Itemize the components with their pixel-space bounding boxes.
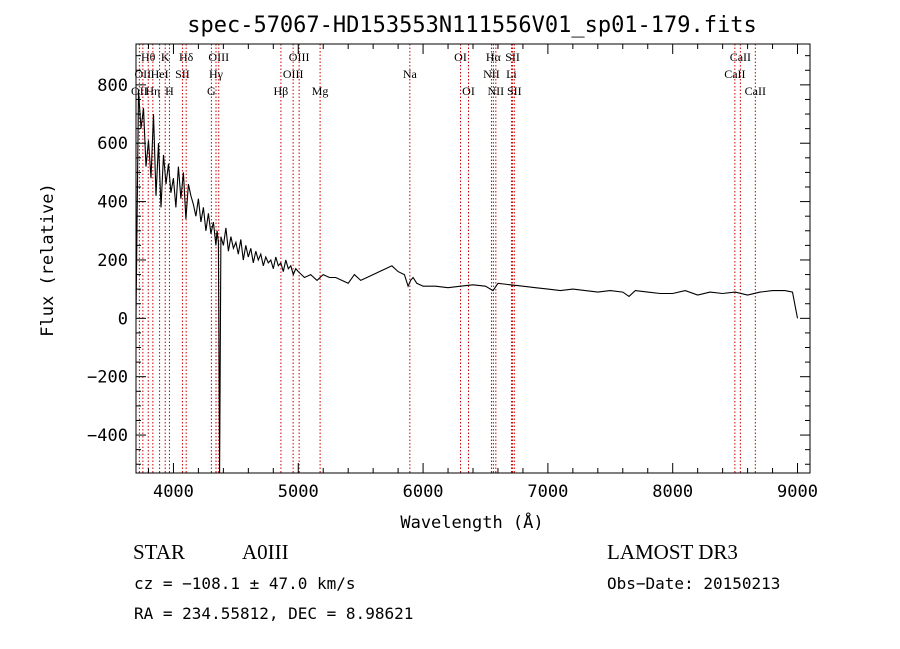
line-label-19: NII (483, 67, 500, 81)
spectral-line-markers (138, 44, 756, 473)
y-tick-label-0: 0 (118, 309, 128, 329)
plot-frame (135, 43, 811, 474)
line-label-3: Hη (145, 84, 160, 98)
line-label-13: OIII (283, 67, 304, 81)
redshift-velocity: cz = −108.1 ± 47.0 km/s (134, 574, 356, 593)
object-subclass: A0III (242, 540, 289, 564)
line-label-1: Hθ (141, 50, 156, 64)
object-class: STAR (133, 540, 185, 564)
line-label-6: H (165, 84, 174, 98)
line-label-15: Mg (312, 84, 329, 98)
spectral-line-labels: OIIHθOIIHηHeIKHSIIHδGHγOIIIHβOIIIOIIIMgN… (131, 50, 766, 98)
line-label-10: Hγ (209, 67, 224, 81)
x-tick-label-9000: 9000 (777, 482, 818, 502)
observation-date: Obs−Date: 20150213 (607, 574, 780, 593)
line-label-21: NII (488, 84, 505, 98)
line-label-24: SII (507, 84, 522, 98)
y-tick-label-600: 600 (97, 134, 128, 154)
line-label-14: OIII (289, 50, 310, 64)
x-tick-label-5000: 5000 (278, 482, 319, 502)
plot-axes (135, 43, 811, 474)
line-label-4: HeI (151, 67, 169, 81)
line-label-20: Hα (486, 50, 502, 64)
x-axis-ticks: 4000 5000 6000 7000 8000 9000 (147, 44, 818, 502)
chart-title: spec-57067-HD153553N111556V01_sp01-179.f… (187, 13, 757, 38)
x-axis-label: Wavelength (Å) (400, 511, 543, 533)
line-label-23: SII (505, 50, 520, 64)
line-label-5: K (161, 50, 170, 64)
line-label-11: OIII (208, 50, 229, 64)
line-label-18: OI (462, 84, 475, 98)
y-tick-label--400: −400 (87, 426, 128, 446)
line-label-22: Li (506, 67, 517, 81)
survey-name: LAMOST DR3 (607, 540, 738, 564)
x-tick-label-6000: 6000 (403, 482, 444, 502)
spectrum-series-0 (135, 90, 799, 474)
line-label-27: CaII (745, 84, 766, 98)
line-label-17: OI (454, 50, 467, 64)
line-label-0: OII (131, 84, 148, 98)
y-tick-label-800: 800 (97, 76, 128, 96)
y-tick-label-200: 200 (97, 251, 128, 271)
y-tick-label-400: 400 (97, 193, 128, 213)
line-label-16: Na (403, 67, 418, 81)
x-tick-label-8000: 8000 (652, 482, 693, 502)
line-label-25: CaII (724, 67, 745, 81)
line-label-12: Hβ (274, 84, 289, 98)
spectrum-plot (135, 90, 799, 474)
line-label-2: OII (135, 67, 152, 81)
line-label-8: Hδ (179, 50, 194, 64)
x-tick-label-4000: 4000 (153, 482, 194, 502)
x-tick-label-7000: 7000 (527, 482, 568, 502)
line-label-7: SII (175, 67, 190, 81)
line-label-26: CaII (730, 50, 751, 64)
y-axis-ticks: −400 −200 0 200 400 600 800 (87, 55, 810, 465)
sky-coordinates: RA = 234.55812, DEC = 8.98621 (134, 604, 413, 623)
line-label-9: G (207, 84, 216, 98)
y-tick-label--200: −200 (87, 368, 128, 388)
y-axis-label: Flux (relative) (38, 183, 58, 337)
